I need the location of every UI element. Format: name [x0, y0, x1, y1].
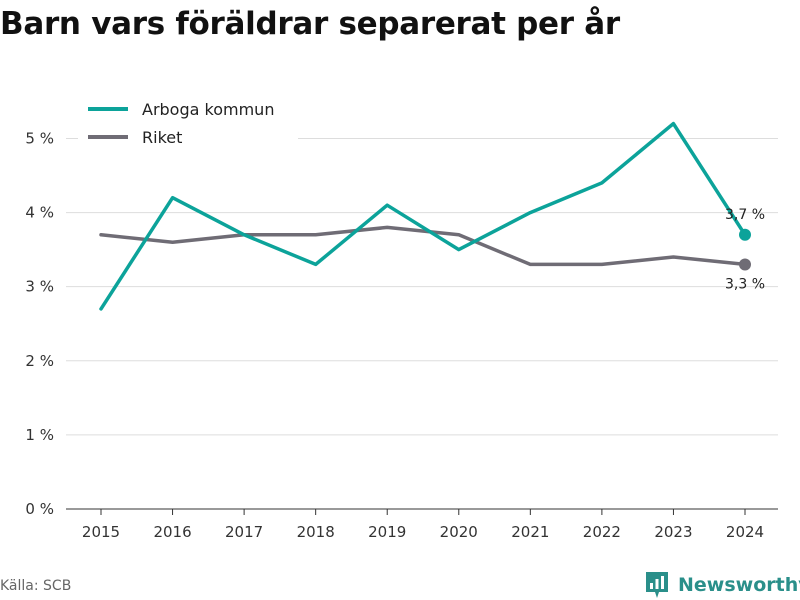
x-axis: 2015 2016 2017 2018 2019 2020 2021 2022 2023 2024 [82, 509, 764, 541]
x-tick-label: 2024 [726, 523, 764, 541]
x-tick-label: 2021 [511, 523, 549, 541]
x-tick-label: 2023 [654, 523, 692, 541]
x-tick-label: 2022 [583, 523, 621, 541]
brand-logo: Newsworthy [644, 570, 800, 600]
legend-label: Arboga kommun [142, 100, 274, 119]
y-tick-label: 5 % [25, 129, 54, 147]
chart-title: Barn vars föräldrar separerat per år [0, 6, 620, 42]
series-group: 3,7 % 3,3 % [99, 121, 765, 311]
y-tick-label: 4 % [25, 204, 54, 222]
series-line [99, 225, 747, 267]
x-tick-label: 2017 [225, 523, 263, 541]
x-tick-label: 2018 [297, 523, 335, 541]
x-tick-label: 2019 [368, 523, 406, 541]
newsworthy-icon [646, 572, 668, 598]
y-tick-label: 3 % [25, 278, 54, 296]
series-line [99, 121, 747, 311]
end-point-marker [739, 258, 751, 271]
end-value-label: 3,3 % [725, 276, 765, 292]
legend-label: Riket [142, 128, 182, 147]
end-point-marker [739, 228, 751, 241]
brand-name: Newsworthy [678, 574, 800, 596]
x-tick-label: 2016 [153, 523, 191, 541]
legend: Arboga kommun Riket [78, 96, 298, 152]
y-tick-label: 0 % [25, 500, 54, 518]
x-tick-label: 2015 [82, 523, 120, 541]
x-tick-label: 2020 [440, 523, 478, 541]
source-note: Källa: SCB [0, 578, 72, 594]
grid-lines [66, 137, 778, 510]
y-axis: 0 % 1 % 2 % 3 % 4 % 5 % [25, 129, 54, 518]
end-value-label: 3,7 % [725, 207, 765, 223]
legend-background [78, 96, 298, 152]
y-tick-label: 2 % [25, 352, 54, 370]
y-tick-label: 1 % [25, 426, 54, 444]
